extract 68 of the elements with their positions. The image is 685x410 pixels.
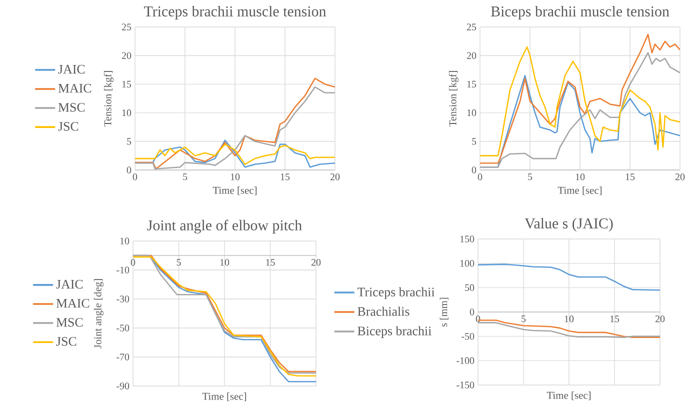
y-tick-label: 5 <box>472 138 476 145</box>
legend-label: JAIC <box>58 64 85 74</box>
x-tick-label: 15 <box>626 174 635 180</box>
x-tick-label: 10 <box>564 316 574 322</box>
x-tick-label: 10 <box>220 259 230 266</box>
legend-label: JSC <box>56 337 76 346</box>
legend-label: MAIC <box>56 298 90 308</box>
x-axis-title: Time [sec] <box>558 186 602 196</box>
y-tick-label: 25 <box>466 24 476 30</box>
y-axis-title: Tension [kgf] <box>104 71 114 127</box>
y-tick-label: 20 <box>122 52 132 59</box>
legend-label: MSC <box>58 102 85 112</box>
legend-label: MSC <box>56 318 83 327</box>
y-tick-label: -50 <box>116 324 130 332</box>
x-tick-label: 20 <box>675 174 685 180</box>
x-tick-label: 5 <box>183 174 188 180</box>
x-tick-label: 0 <box>478 174 482 180</box>
x-tick-label: 5 <box>522 316 526 322</box>
y-tick-label: -30 <box>116 296 130 302</box>
x-tick-label: 15 <box>610 316 620 322</box>
x-tick-label: 5 <box>176 259 181 266</box>
x-tick-label: 5 <box>528 174 532 180</box>
y-tick-label: 100 <box>460 260 474 267</box>
x-tick-label: 15 <box>266 259 275 266</box>
x-tick-label: 15 <box>280 174 290 180</box>
y-tick-label: -70 <box>116 354 130 360</box>
line-series <box>478 264 660 291</box>
legend-label: Triceps brachii <box>357 287 435 300</box>
y-tick-label: 0 <box>126 166 132 174</box>
y-tick-label: 0 <box>470 308 474 316</box>
y-tick-label: -50 <box>462 332 474 340</box>
y-tick-label: 10 <box>122 109 132 116</box>
y-tick-label: 25 <box>122 24 132 30</box>
x-axis-title: Time [sec] <box>546 392 591 400</box>
line-series <box>135 144 335 165</box>
x-tick-label: 0 <box>132 174 138 180</box>
y-tick-label: -100 <box>456 357 474 364</box>
x-tick-label: 10 <box>576 174 585 180</box>
y-axis-title: Joint angle [deg] <box>94 279 104 348</box>
y-tick-label: 50 <box>465 284 474 292</box>
y-tick-label: 15 <box>467 80 476 88</box>
x-axis-title: Time [sec] <box>212 186 257 196</box>
y-axis-title: Tension [kgf] <box>448 71 458 127</box>
chart-title: Joint angle of elbow pitch <box>147 220 302 234</box>
x-tick-label: 10 <box>230 174 240 180</box>
y-tick-label: 10 <box>120 238 130 244</box>
legend-label: JSC <box>58 122 78 131</box>
y-tick-label: 15 <box>122 80 132 88</box>
y-tick-label: -10 <box>116 266 130 274</box>
y-tick-label: 20 <box>466 52 476 59</box>
x-tick-label: 20 <box>655 316 665 322</box>
x-axis-title: Time [sec] <box>202 392 246 402</box>
legend-label: MAIC <box>58 84 92 93</box>
chart-title: Biceps brachii muscle tension <box>491 6 670 20</box>
x-tick-label: 20 <box>311 259 321 266</box>
y-axis-title: s [mm] <box>440 298 448 327</box>
x-tick-label: 20 <box>330 174 340 180</box>
legend-label: Brachialis <box>358 306 410 316</box>
y-tick-label: -90 <box>116 382 130 390</box>
y-tick-label: -150 <box>456 382 474 388</box>
legend-label: JAIC <box>56 280 83 289</box>
chart-title: Value s (JAIC) <box>524 218 613 232</box>
y-tick-label: 0 <box>472 166 476 174</box>
legend-label: Biceps brachii <box>358 326 432 338</box>
y-tick-label: 10 <box>467 109 476 116</box>
y-tick-label: 5 <box>127 138 132 145</box>
y-tick-label: 150 <box>460 236 474 242</box>
chart-title: Triceps brachii muscle tension <box>144 6 326 20</box>
